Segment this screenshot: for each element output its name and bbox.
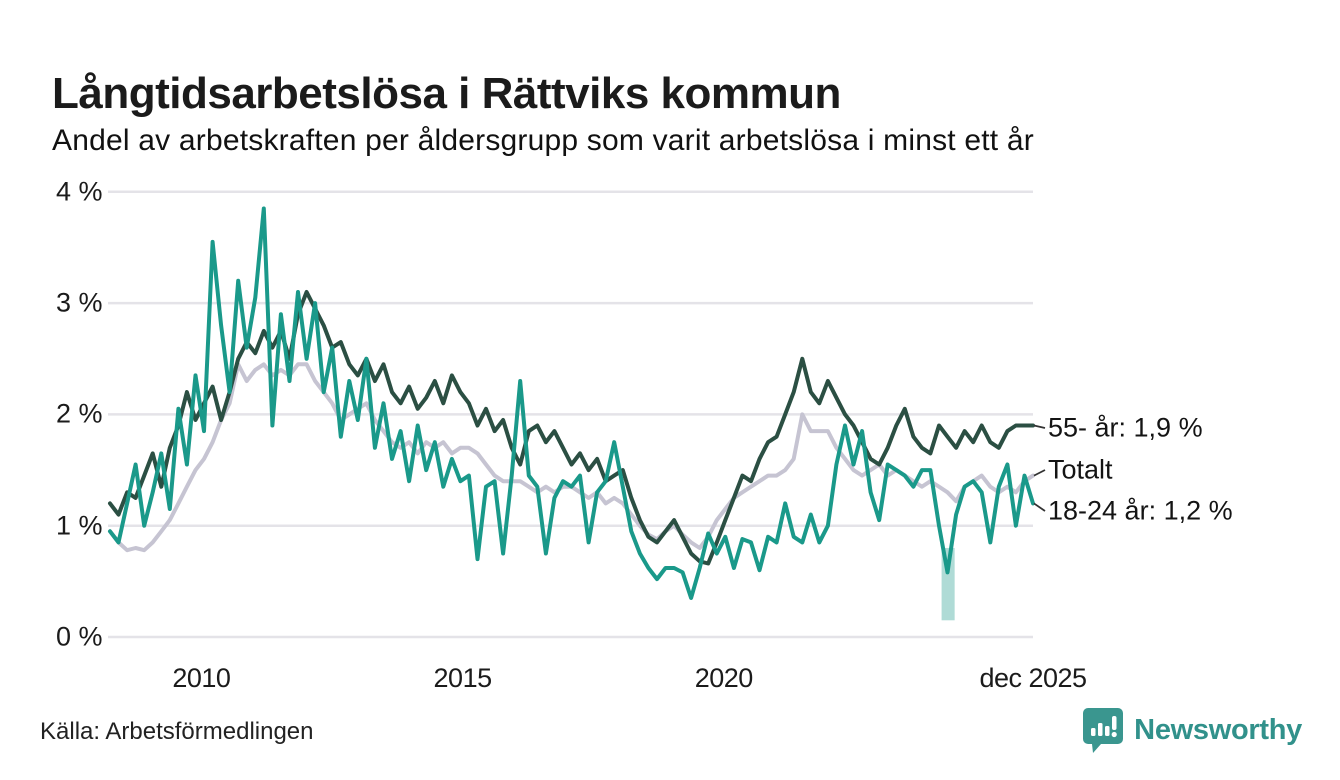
y-axis-tick: 4 % — [56, 176, 103, 207]
leader-line — [1033, 424, 1046, 429]
chart-subtitle: Andel av arbetskraften per åldersgrupp s… — [52, 124, 1034, 157]
series-line-55-r — [108, 290, 1035, 566]
x-axis-tick: dec 2025 — [979, 663, 1087, 693]
brand-logo[interactable]: Newsworthy — [1082, 706, 1302, 754]
y-axis-tick: 3 % — [56, 287, 103, 318]
series-end-label-total: Totalt — [1048, 454, 1113, 485]
series-end-label-18-24: 18-24 år: 1,2 % — [1048, 495, 1233, 526]
x-axis-tick: 2020 — [694, 663, 754, 693]
series-end-label-55: 55- år: 1,9 % — [1048, 412, 1203, 443]
x-axis-tick: 2015 — [433, 663, 493, 693]
leader-line — [1033, 502, 1046, 512]
newsworthy-icon — [1083, 708, 1124, 753]
source-note: Källa: Arbetsförmedlingen — [40, 718, 314, 745]
y-axis-tick: 2 % — [56, 398, 103, 429]
series-line-18-24-r — [108, 206, 1035, 600]
y-axis-tick: 1 % — [56, 510, 103, 541]
y-axis-tick: 0 % — [56, 621, 103, 652]
series-line-Totalt — [108, 362, 1035, 553]
x-axis-tick: 2010 — [172, 663, 231, 693]
page-title: Långtidsarbetslösa i Rättviks kommun — [52, 69, 841, 119]
brand-name: Newsworthy — [1134, 713, 1302, 746]
leader-line — [1033, 469, 1046, 477]
